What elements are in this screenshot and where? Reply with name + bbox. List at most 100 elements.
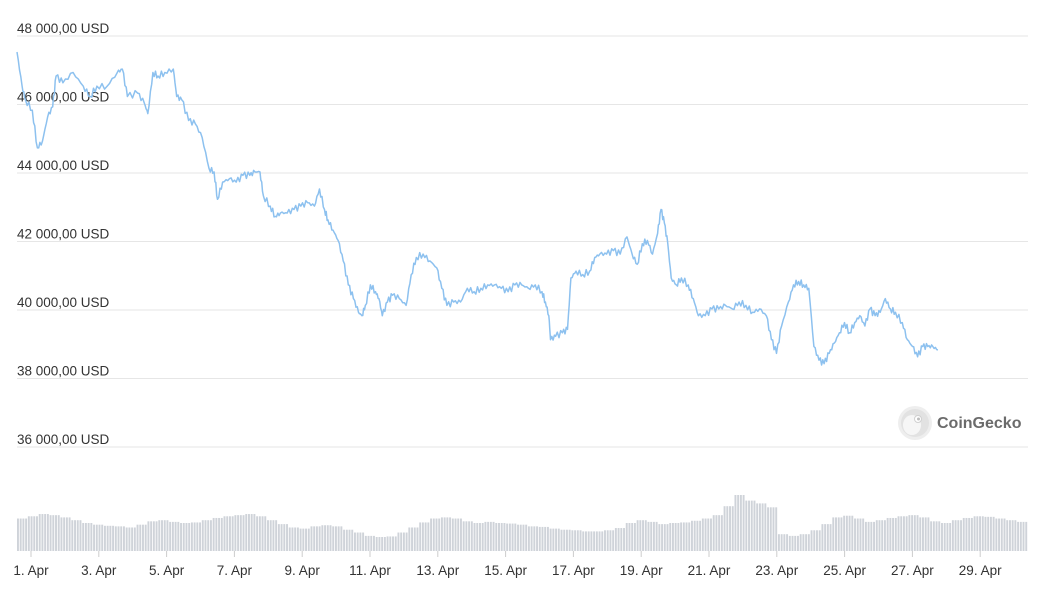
volume-bar xyxy=(764,503,767,551)
volume-bar xyxy=(710,518,712,551)
volume-bar xyxy=(457,518,460,551)
volume-bar xyxy=(734,495,737,551)
volume-bar xyxy=(389,536,392,551)
volume-bar xyxy=(470,521,473,551)
volume-bar xyxy=(416,527,419,551)
volume-bar xyxy=(783,534,786,551)
volume-bar xyxy=(454,518,457,551)
volume-bar xyxy=(951,520,954,551)
volume-bar xyxy=(908,515,911,551)
volume-bar xyxy=(345,529,348,551)
volume-bar xyxy=(699,520,702,551)
volume-bar xyxy=(109,525,112,551)
volume-bar xyxy=(1022,521,1025,551)
volume-bar xyxy=(530,526,533,551)
volume-bar xyxy=(859,518,862,551)
x-axis-tick-labels: 1. Apr 3. Apr 5. Apr 7. Apr 9. Apr 11. Apr 13.… xyxy=(13,551,1002,578)
volume-bar xyxy=(269,520,272,551)
volume-bar xyxy=(473,523,476,551)
volume-bar xyxy=(595,531,598,551)
volume-bar xyxy=(737,495,740,551)
volume-bar xyxy=(731,506,734,551)
volume-bar xyxy=(459,518,462,551)
y-axis-tick-labels: 48 000,00 USD 46 000,00 USD 44 000,00 USD 4… xyxy=(17,21,110,447)
volume-bar xyxy=(894,517,897,551)
volume-bar xyxy=(17,518,19,551)
volume-bar xyxy=(943,523,946,551)
volume-bar xyxy=(514,523,517,551)
volume-bar xyxy=(239,515,242,551)
volume-bar xyxy=(223,516,226,551)
volume-bar xyxy=(802,534,805,551)
volume-bar xyxy=(946,523,949,551)
volume-bar xyxy=(628,523,631,551)
volume-bar xyxy=(522,524,525,551)
volume-bar xyxy=(745,500,748,551)
volume-bar xyxy=(881,520,884,551)
volume-bar xyxy=(386,536,389,551)
volume-bar xyxy=(408,527,411,551)
volume-bar xyxy=(614,528,617,551)
volume-bar xyxy=(93,524,96,551)
volume-bar xyxy=(527,526,530,551)
volume-bar xyxy=(835,517,837,551)
volume-bar xyxy=(79,520,82,551)
volume-bar xyxy=(557,528,560,551)
volume-bar xyxy=(661,524,664,551)
volume-bar xyxy=(671,523,674,551)
volume-bar xyxy=(90,523,93,551)
volume-bar xyxy=(905,516,908,551)
volume-bar xyxy=(533,526,536,551)
volume-bar xyxy=(332,526,335,551)
volume-bar xyxy=(775,507,778,551)
volume-bar xyxy=(413,527,416,551)
volume-bar xyxy=(36,516,38,551)
volume-bar xyxy=(112,525,115,551)
volume-bar xyxy=(555,528,558,551)
volume-bar xyxy=(117,526,120,551)
volume-bar xyxy=(919,517,922,551)
volume-bar xyxy=(383,537,386,551)
volume-bar xyxy=(174,521,177,551)
volume-bar xyxy=(136,524,139,551)
volume-bar xyxy=(139,524,142,551)
volume-bar xyxy=(103,525,106,551)
volume-bar xyxy=(998,518,1001,551)
volume-bar xyxy=(666,524,669,551)
volume-bar xyxy=(489,521,492,551)
volume-bar xyxy=(693,520,696,551)
volume-bar xyxy=(723,506,726,551)
volume-bar xyxy=(74,520,76,551)
volume-bar xyxy=(571,530,574,551)
volume-bar xyxy=(307,528,310,551)
volume-bar xyxy=(742,495,745,551)
volume-bar xyxy=(237,515,240,551)
volume-bar xyxy=(305,528,307,551)
volume-bar xyxy=(95,524,98,551)
volume-bar xyxy=(873,521,876,551)
volume-bar xyxy=(411,527,413,551)
volume-bar xyxy=(704,518,707,551)
volume-bar xyxy=(1000,518,1003,551)
volume-bar xyxy=(889,517,892,551)
volume-bar xyxy=(767,507,770,551)
volume-bar xyxy=(373,535,375,551)
volume-bar xyxy=(769,507,772,551)
volume-bar xyxy=(538,526,541,551)
price-series xyxy=(16,51,939,366)
volume-bar xyxy=(248,514,250,551)
y-tick-label: 44 000,00 USD xyxy=(17,158,110,173)
volume-bar xyxy=(329,525,332,551)
volume-bar xyxy=(685,522,688,551)
volume-bar xyxy=(777,534,780,551)
volume-bar xyxy=(579,530,582,551)
volume-bar xyxy=(623,528,625,551)
volume-bar xyxy=(810,530,813,551)
volume-bar xyxy=(500,523,503,551)
volume-bar xyxy=(1019,521,1022,551)
volume-bar xyxy=(691,520,693,551)
volume-bar xyxy=(495,523,498,551)
volume-bar xyxy=(932,521,935,551)
volume-bar xyxy=(821,524,824,551)
volume-bar xyxy=(546,526,549,551)
